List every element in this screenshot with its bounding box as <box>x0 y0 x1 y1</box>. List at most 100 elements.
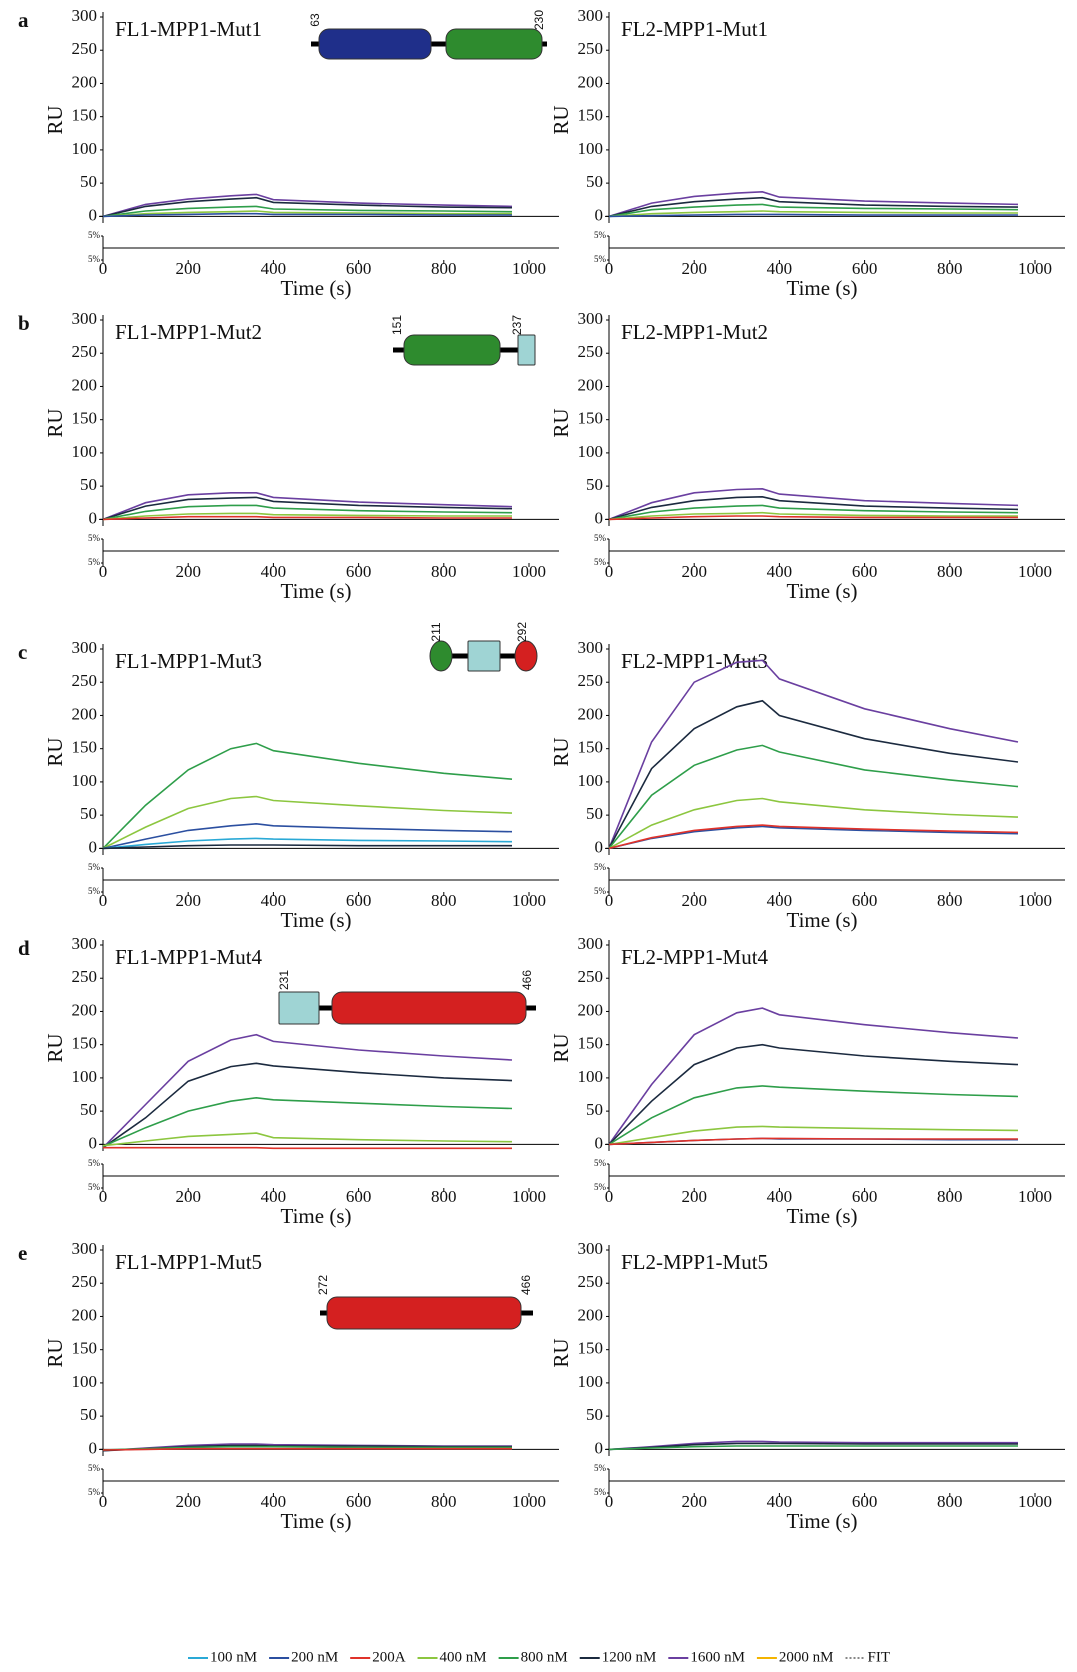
sensorgram-line <box>608 210 1018 218</box>
y-tick-label: 250 <box>72 1272 98 1291</box>
sensorgram-line <box>608 203 1019 218</box>
x-tick-label: 800 <box>937 562 963 581</box>
x-tick-label: 600 <box>852 562 878 581</box>
y-tick-label: 150 <box>578 738 604 757</box>
sensorgram-line <box>608 515 1018 521</box>
x-tick-label: 200 <box>681 1187 707 1206</box>
sensorgram-line <box>102 205 513 218</box>
residual-tick-label: 5% <box>88 862 101 872</box>
sensorgram-line <box>102 210 512 218</box>
x-axis-label: Time (s) <box>787 908 858 932</box>
y-tick-label: 100 <box>72 1372 98 1391</box>
x-tick-label: 800 <box>937 259 963 278</box>
y-tick-label: 200 <box>72 375 98 394</box>
residual-tick-label: 5% <box>88 1182 101 1192</box>
residual-tick-label: 5% <box>594 533 607 543</box>
y-tick-label: 150 <box>72 738 98 757</box>
sensorgram-line <box>102 1062 513 1149</box>
x-tick-label: 1000 <box>1018 562 1052 581</box>
residual-tick-label: 5% <box>594 1487 607 1497</box>
sensorgram-line <box>608 504 1019 521</box>
sensorgram-line <box>608 1442 1018 1451</box>
sensorgram-line <box>608 213 1018 218</box>
y-tick-label: 50 <box>80 1405 97 1424</box>
y-tick-label: 300 <box>578 6 604 25</box>
sensorgram-line <box>102 492 513 521</box>
y-tick-label: 200 <box>72 704 98 723</box>
x-tick-label: 1000 <box>512 1187 546 1206</box>
residual-tick-label: 5% <box>88 886 101 896</box>
chart-title: FL2-MPP1-Mut1 <box>621 17 768 41</box>
sensorgram-line <box>608 744 1019 849</box>
x-tick-label: 600 <box>346 1492 372 1511</box>
x-axis-label: Time (s) <box>281 276 352 300</box>
sensorgram-line <box>102 515 512 521</box>
x-tick-label: 200 <box>175 562 201 581</box>
y-tick-label: 0 <box>89 1438 98 1457</box>
y-tick-label: 300 <box>578 1239 604 1258</box>
y-axis-label: RU <box>43 408 67 437</box>
y-tick-label: 0 <box>595 508 604 527</box>
x-tick-label: 0 <box>605 562 614 581</box>
x-axis-label: Time (s) <box>281 1204 352 1228</box>
sensorgram-line <box>608 1125 1019 1146</box>
y-tick-label: 300 <box>578 638 604 657</box>
x-tick-label: 600 <box>346 891 372 910</box>
sensorgram-line <box>608 1445 1018 1451</box>
y-tick-label: 100 <box>578 1067 604 1086</box>
x-tick-label: 400 <box>261 891 287 910</box>
y-tick-label: 100 <box>578 771 604 790</box>
x-tick-label: 400 <box>767 1187 793 1206</box>
x-tick-label: 200 <box>175 259 201 278</box>
x-tick-label: 400 <box>261 562 287 581</box>
x-tick-label: 600 <box>346 259 372 278</box>
sensorgram-line <box>608 699 1019 849</box>
y-tick-label: 0 <box>595 205 604 224</box>
sensorgram-line <box>608 659 1019 849</box>
x-axis-label: Time (s) <box>281 579 352 603</box>
y-tick-label: 0 <box>89 837 98 856</box>
y-tick-label: 200 <box>72 72 98 91</box>
y-tick-label: 50 <box>80 172 97 191</box>
residual-tick-label: 5% <box>594 254 607 264</box>
residual-tick-label: 5% <box>594 557 607 567</box>
y-tick-label: 100 <box>72 139 98 158</box>
x-tick-label: 800 <box>431 259 457 278</box>
sensorgram-line <box>102 1447 512 1451</box>
x-axis-label: Time (s) <box>787 1509 858 1533</box>
x-tick-label: 600 <box>852 891 878 910</box>
residue-number: 292 <box>515 622 529 642</box>
x-axis-label: Time (s) <box>787 579 858 603</box>
residual-tick-label: 5% <box>88 1487 101 1497</box>
sensorgram-line <box>102 837 513 850</box>
residual-tick-label: 5% <box>594 1463 607 1473</box>
y-tick-label: 50 <box>80 475 97 494</box>
x-tick-label: 0 <box>99 1492 108 1511</box>
y-tick-label: 250 <box>72 342 98 361</box>
x-tick-label: 0 <box>99 1187 108 1206</box>
sensorgram-line <box>102 512 512 521</box>
residue-number: 230 <box>532 10 546 30</box>
sensorgram-line <box>608 1007 1019 1145</box>
y-tick-label: 0 <box>89 205 98 224</box>
y-tick-label: 300 <box>72 638 98 657</box>
chart-title: FL1-MPP1-Mut1 <box>115 17 262 41</box>
y-tick-label: 250 <box>72 671 98 690</box>
y-tick-label: 250 <box>72 39 98 58</box>
y-tick-label: 200 <box>578 1305 604 1324</box>
legend-label: 2000 nM <box>779 1649 834 1665</box>
sensorgram-line <box>608 487 1019 521</box>
y-tick-label: 300 <box>72 1239 98 1258</box>
y-tick-label: 300 <box>72 6 98 25</box>
sensorgram-line <box>102 1445 512 1451</box>
x-tick-label: 0 <box>99 259 108 278</box>
sensorgram-line <box>608 1440 1018 1451</box>
residue-number: 63 <box>308 13 322 27</box>
y-tick-label: 150 <box>578 1034 604 1053</box>
sensorgram-line <box>102 1096 513 1148</box>
legend-label: 400 nM <box>440 1649 487 1665</box>
y-tick-label: 50 <box>586 804 603 823</box>
